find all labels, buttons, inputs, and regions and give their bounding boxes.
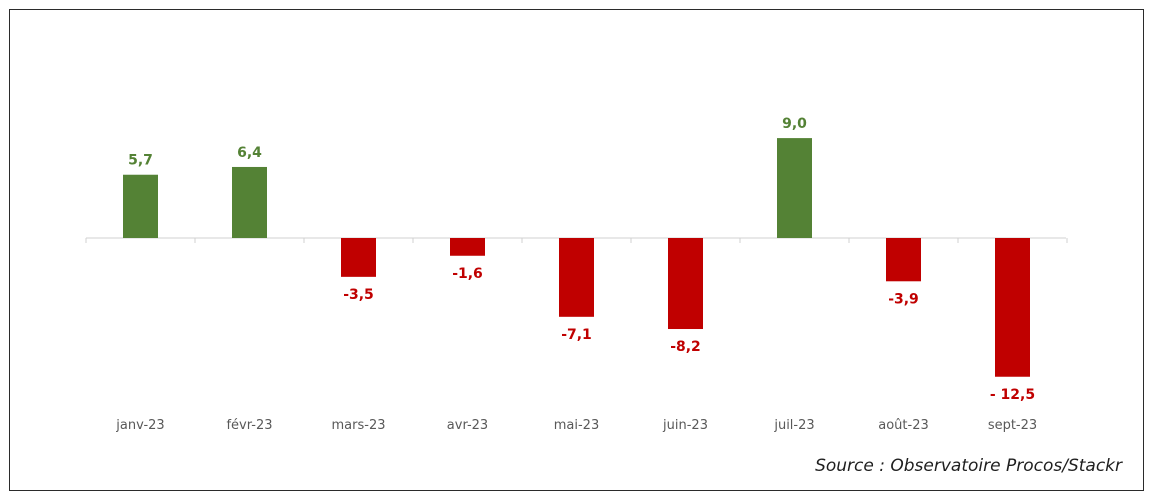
bar [886,238,921,282]
x-tick-label: févr-23 [226,418,272,433]
x-tick-label: mai-23 [554,418,599,433]
bar [995,238,1030,377]
data-label: -1,6 [452,266,483,282]
x-tick-label: avr-23 [447,418,488,433]
source-note: Source : Observatoire Procos/Stackr [815,456,1122,476]
x-tick-label: mars-23 [332,418,386,433]
x-tick-label: juil-23 [773,418,814,433]
data-label: -8,2 [670,339,701,355]
data-label: - 12,5 [990,387,1035,403]
bar [559,238,594,317]
data-label: -7,1 [561,327,592,343]
x-tick-label: août-23 [878,418,929,433]
data-label: -3,5 [343,287,374,303]
bar [123,174,158,238]
x-tick-label: juin-23 [662,418,708,433]
bar [668,238,703,330]
x-tick-label: sept-23 [988,418,1037,433]
data-label: 9,0 [782,116,807,132]
data-label: -3,9 [888,291,919,307]
bar [450,238,485,256]
bar [341,238,376,277]
bar [777,138,812,238]
data-label: 5,7 [128,153,153,169]
data-label: 6,4 [237,145,262,161]
x-tick-label: janv-23 [115,418,164,433]
bar [232,166,267,238]
